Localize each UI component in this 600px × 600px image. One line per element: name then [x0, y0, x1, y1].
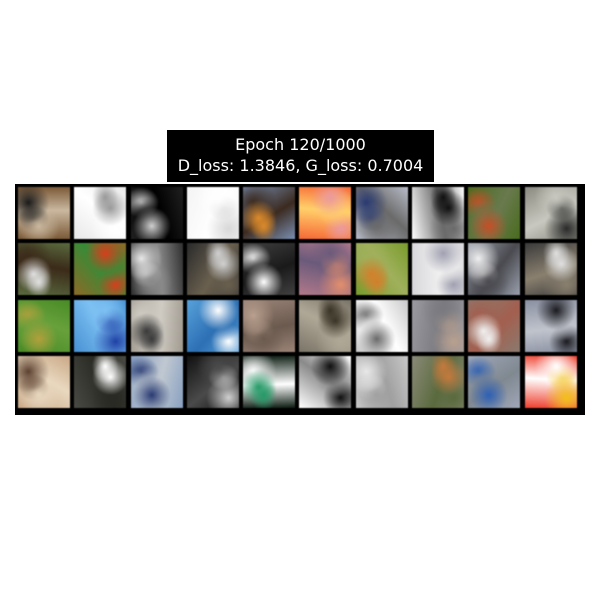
generated-sample-r4c2 — [74, 355, 127, 408]
generated-sample-r3c6 — [299, 299, 352, 352]
generated-sample-r3c7 — [355, 299, 408, 352]
generated-sample-r3c10 — [524, 299, 577, 352]
generated-sample-r4c1 — [18, 355, 70, 408]
generated-sample-r3c1 — [18, 299, 70, 352]
generated-sample-r3c2 — [74, 299, 127, 352]
generated-sample-r4c9 — [468, 355, 521, 408]
generated-sample-r2c10 — [524, 243, 577, 296]
generated-sample-r2c6 — [299, 243, 352, 296]
loss-label: D_loss: 1.3846, G_loss: 0.7004 — [177, 156, 424, 175]
generated-sample-r4c5 — [243, 355, 296, 408]
generated-sample-r2c7 — [355, 243, 408, 296]
generated-sample-r4c10 — [524, 355, 577, 408]
sample-grid — [18, 187, 582, 412]
generated-sample-r4c7 — [355, 355, 408, 408]
generated-sample-r1c10 — [524, 187, 577, 239]
generated-sample-r3c5 — [243, 299, 296, 352]
generated-sample-r2c1 — [18, 243, 70, 296]
generated-sample-r3c4 — [186, 299, 239, 352]
generated-sample-r4c3 — [130, 355, 183, 408]
generated-sample-r1c6 — [299, 187, 352, 239]
epoch-label: Epoch 120/1000 — [235, 135, 366, 154]
generated-sample-r4c8 — [412, 355, 465, 408]
generated-image-grid — [15, 184, 585, 415]
generated-sample-r2c3 — [130, 243, 183, 296]
generated-sample-r1c1 — [18, 187, 70, 239]
generated-sample-r1c5 — [243, 187, 296, 239]
generated-sample-r3c3 — [130, 299, 183, 352]
generated-sample-r2c5 — [243, 243, 296, 296]
generated-sample-r1c4 — [186, 187, 239, 239]
generated-sample-r2c8 — [412, 243, 465, 296]
generated-sample-r1c9 — [468, 187, 521, 239]
generated-sample-r4c4 — [186, 355, 239, 408]
generated-sample-r3c9 — [468, 299, 521, 352]
generated-sample-r1c2 — [74, 187, 127, 239]
generated-sample-r4c6 — [299, 355, 352, 408]
generated-sample-r3c8 — [412, 299, 465, 352]
plot-title: Epoch 120/1000 D_loss: 1.3846, G_loss: 0… — [167, 130, 434, 182]
generated-sample-r2c9 — [468, 243, 521, 296]
generated-sample-r2c2 — [74, 243, 127, 296]
generated-sample-r1c3 — [130, 187, 183, 239]
generated-sample-r1c7 — [355, 187, 408, 239]
generated-sample-r2c4 — [186, 243, 239, 296]
generated-sample-r1c8 — [412, 187, 465, 239]
